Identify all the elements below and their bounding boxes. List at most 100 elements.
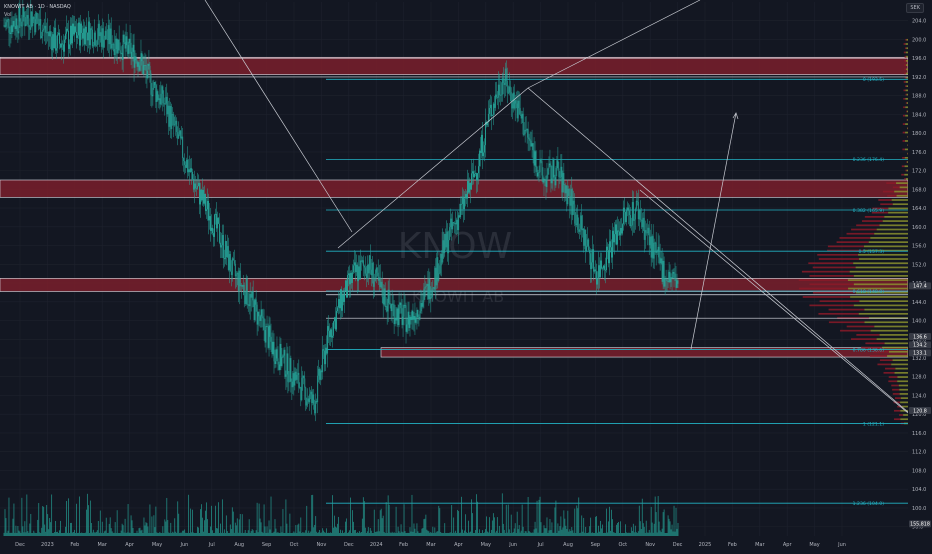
volume-bar: [240, 514, 241, 536]
currency-button[interactable]: SEK: [906, 3, 924, 13]
time-tick-label: Apr: [454, 542, 464, 548]
candle-body: [167, 106, 168, 115]
candle-body: [355, 262, 356, 272]
price-tick-label: 104.0: [912, 487, 926, 493]
candle-body: [37, 19, 38, 24]
volume-bar: [105, 531, 106, 536]
profile-bar-down: [905, 94, 906, 96]
profile-bar-up: [897, 376, 908, 378]
candle-body: [107, 39, 108, 40]
candle-body: [273, 342, 274, 354]
candle-body: [67, 29, 68, 31]
volume-bar: [186, 533, 187, 536]
profile-bar-up: [895, 368, 908, 370]
candle-body: [189, 169, 190, 172]
candle-body: [10, 33, 11, 34]
symbol-line[interactable]: KNOWIT AB · 1D · NASDAQ: [4, 3, 71, 11]
volume-bar: [172, 532, 173, 536]
profile-bar-up: [905, 149, 908, 151]
profile-bar-down: [887, 195, 896, 197]
candle-body: [292, 373, 293, 387]
candle-body: [72, 24, 73, 44]
volume-bar: [550, 519, 551, 536]
profile-bar-up: [894, 191, 908, 193]
profile-bar-up: [853, 262, 908, 264]
volume-bar: [40, 533, 41, 536]
volume-bar: [137, 531, 138, 536]
volume-bar: [199, 533, 200, 536]
candle-body: [408, 312, 409, 325]
candle-body: [161, 86, 162, 93]
volume-bar: [109, 524, 110, 536]
zone-resistance: [0, 180, 908, 197]
profile-bar-down: [907, 119, 908, 121]
candle-body: [303, 376, 304, 379]
profile-bar-up: [854, 305, 908, 307]
profile-bar-down: [880, 203, 892, 205]
candle-body: [557, 160, 558, 168]
profile-bar-up: [848, 279, 908, 281]
time-tick-label: Dec: [15, 542, 25, 548]
candle-body: [41, 36, 42, 38]
candle-body: [185, 165, 186, 168]
volume-bar: [195, 533, 196, 536]
time-tick-label: Jun: [179, 542, 188, 548]
candle-body: [629, 211, 630, 215]
profile-bar-up: [900, 402, 908, 404]
volume-bar: [141, 530, 142, 536]
candle-body: [335, 317, 336, 329]
volume-bar: [538, 533, 539, 536]
volume-bar: [474, 533, 475, 536]
candle-body: [594, 269, 595, 271]
volume-bar: [297, 525, 298, 536]
candle-body: [475, 173, 476, 174]
volume-bar: [276, 529, 277, 536]
candle-body: [378, 273, 379, 281]
volume-bar: [406, 533, 407, 536]
time-tick-label: May: [481, 542, 491, 548]
volume-bar: [505, 533, 506, 536]
volume-bar: [367, 531, 368, 536]
volume-bar: [507, 533, 508, 536]
candle-body: [570, 189, 571, 206]
profile-bar-down: [893, 393, 900, 395]
candle-body: [116, 39, 117, 49]
candle-body: [81, 24, 82, 33]
volume-bar: [444, 523, 445, 536]
candle-body: [455, 223, 456, 224]
candle-body: [425, 286, 426, 287]
price-tick-label: 180.0: [912, 131, 926, 137]
volume-bar: [25, 532, 26, 536]
volume-legend[interactable]: Vol: [4, 11, 71, 19]
volume-bar: [242, 514, 243, 536]
profile-bar-down: [902, 157, 905, 159]
time-tick-label: Sep: [262, 542, 271, 548]
volume-bar: [168, 532, 169, 536]
candle-body: [552, 160, 553, 179]
volume-bar: [604, 533, 605, 536]
candle-body: [141, 53, 142, 65]
volume-bar: [143, 533, 144, 536]
candle-body: [199, 183, 200, 205]
volume-bar: [408, 533, 409, 536]
price-tick-label: 204.0: [912, 19, 926, 25]
volume-bar: [262, 532, 263, 536]
volume-bar: [226, 515, 227, 536]
candle-body: [430, 297, 431, 299]
candle-body: [561, 167, 562, 193]
volume-bar: [534, 529, 535, 536]
volume-bar: [144, 518, 145, 536]
volume-bar: [343, 533, 344, 536]
volume-bar: [479, 529, 480, 536]
candle-body: [115, 49, 116, 55]
volume-bar: [369, 533, 370, 536]
candle-body: [295, 372, 296, 380]
volume-bar: [362, 519, 363, 536]
candle-body: [171, 114, 172, 129]
volume-bar: [194, 533, 195, 536]
volume-bar: [431, 533, 432, 536]
volume-bar: [359, 531, 360, 536]
candle-body: [250, 294, 251, 306]
